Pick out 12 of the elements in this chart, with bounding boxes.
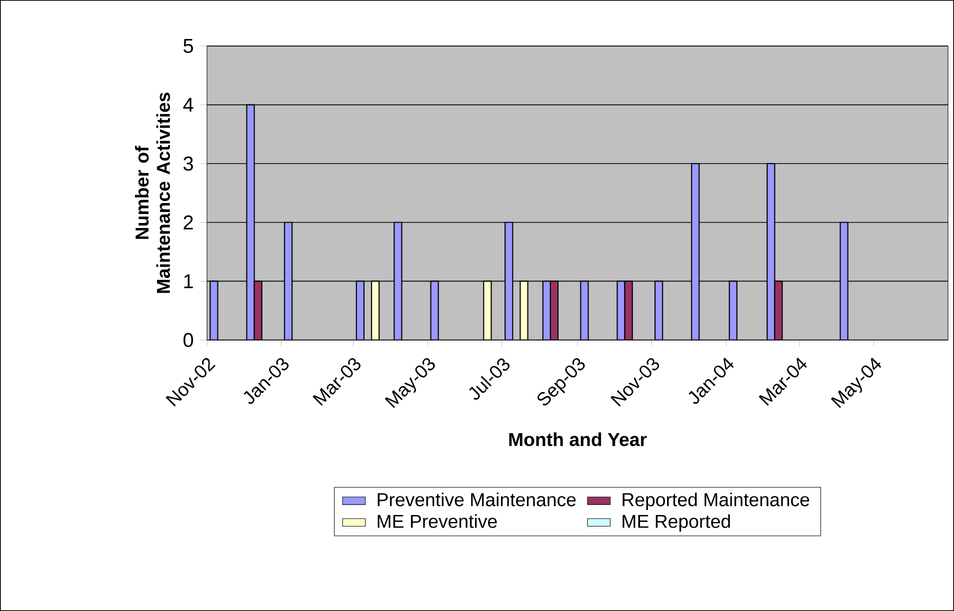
legend-label: Reported Maintenance — [622, 492, 810, 510]
y-axis-title: Number of Maintenance Activities — [134, 92, 170, 293]
y-tick-label: 4 — [183, 98, 194, 112]
legend-label: ME Reported — [622, 514, 730, 532]
y-tick-label: 3 — [183, 156, 193, 171]
legend-label: ME Preventive — [378, 514, 497, 528]
y-tick-label: 2 — [184, 215, 193, 230]
x-axis-title: Month and Year — [509, 432, 647, 446]
y-tick-label: 5 — [184, 39, 194, 53]
y-tick-label: 1 — [184, 274, 193, 288]
legend-label: Preventive Maintenance — [378, 492, 576, 506]
y-tick-label: 0 — [183, 332, 194, 348]
